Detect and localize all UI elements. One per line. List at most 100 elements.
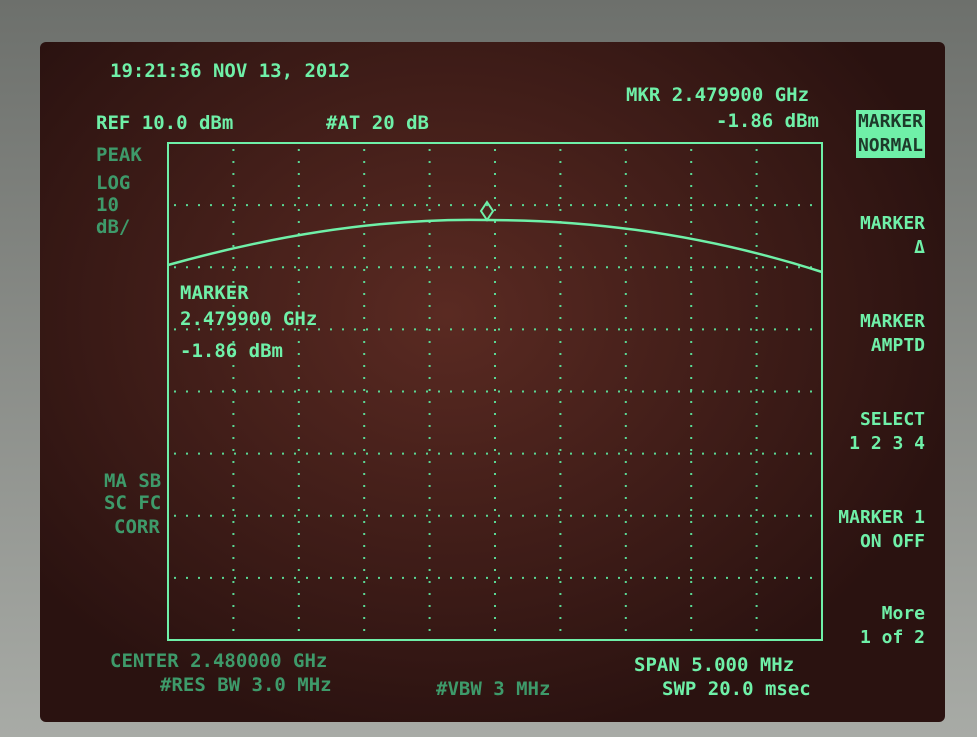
grid-dot [297, 449, 300, 451]
grid-dot [428, 401, 431, 403]
grid-dot [582, 452, 584, 455]
grid-dot [559, 545, 562, 547]
grid-dot [642, 514, 644, 517]
grid-dot [258, 266, 260, 269]
sweep-time: SWP 20.0 msec [662, 678, 811, 700]
softkey[interactable]: MARKER Δ [860, 212, 925, 260]
grid-dot [232, 605, 235, 607]
softkey[interactable]: SELECT 1 2 3 4 [849, 408, 925, 456]
grid-dot [559, 437, 562, 439]
grid-dot [270, 576, 272, 579]
grid-dot [755, 185, 758, 187]
grid-dot [363, 281, 366, 283]
grid-dot [222, 328, 224, 331]
grid-dot [402, 266, 404, 269]
grid-dot [363, 233, 366, 235]
grid-dot [726, 204, 728, 207]
grid-dot [363, 401, 366, 403]
grid-dot [297, 473, 300, 475]
grid-dot [624, 485, 627, 487]
grid-dot [522, 452, 524, 455]
grid-dot [546, 576, 548, 579]
grid-dot [282, 204, 284, 207]
softkey[interactable]: MARKER 1 ON OFF [838, 506, 925, 554]
grid-dot [798, 204, 800, 207]
grid-dot [494, 437, 496, 439]
grid-dot [494, 245, 496, 247]
grid-dot [210, 514, 212, 517]
grid-dot [270, 452, 272, 455]
grid-dot [559, 617, 562, 619]
grid-dot [755, 485, 758, 487]
grid-dot [378, 266, 380, 269]
grid-dot [462, 204, 464, 207]
grid-dot [624, 545, 627, 547]
grid-dot [690, 204, 692, 207]
grid-dot [363, 497, 366, 499]
grid-dot [258, 576, 260, 579]
grid-dot [606, 204, 608, 207]
grid-dot [354, 204, 356, 207]
grid-dot [494, 197, 496, 199]
grid-dot [714, 452, 716, 455]
grid-dot [774, 390, 776, 393]
grid-dot [474, 266, 476, 269]
grid-dot [559, 497, 562, 499]
grid-dot [810, 514, 812, 517]
grid-dot [246, 328, 248, 331]
grid-dot [738, 390, 740, 393]
grid-dot [558, 328, 560, 331]
softkey-label: Δ [914, 237, 925, 258]
grid-dot [363, 173, 366, 175]
grid-dot [690, 185, 693, 187]
grid-dot [198, 328, 200, 331]
softkey[interactable]: More 1 of 2 [860, 602, 925, 650]
grid-dot [624, 281, 627, 283]
scale-type: LOG [96, 172, 131, 194]
grid-dot [624, 197, 627, 199]
grid-dot [755, 377, 758, 379]
grid-dot [762, 266, 764, 269]
grid-dot [428, 245, 431, 247]
grid-dot [222, 514, 224, 517]
grid-dot [755, 521, 758, 523]
grid-dot [494, 209, 496, 211]
grid-dot [522, 514, 524, 517]
softkey[interactable]: MARKER NORMAL [855, 110, 925, 158]
grid-dot [810, 576, 812, 579]
grid-dot [786, 514, 788, 517]
softkey[interactable]: MARKER AMPTD [860, 310, 925, 358]
grid-dot [559, 389, 562, 391]
grid-dot [318, 452, 320, 455]
grid-dot [559, 329, 562, 331]
grid-dot [494, 605, 496, 607]
grid-dot [702, 266, 704, 269]
grid-dot [624, 533, 627, 535]
grid-dot [594, 452, 596, 455]
timestamp: 19:21:36 NOV 13, 2012 [110, 60, 351, 82]
grid-dot [232, 257, 235, 259]
grid-dot [297, 461, 300, 463]
grid-dot [186, 204, 188, 207]
grid-dot [750, 576, 752, 579]
grid-dot [774, 266, 776, 269]
grid-dot [690, 233, 693, 235]
grid-dot [354, 514, 356, 517]
softkey-label: 1 of 2 [859, 627, 925, 648]
grid-dot [774, 204, 776, 207]
grid-dot [559, 257, 562, 259]
grid-dot [755, 245, 758, 247]
grid-dot [258, 204, 260, 207]
grid-dot [534, 576, 536, 579]
grid-dot [363, 341, 366, 343]
grid-dot [494, 293, 496, 295]
grid-dot [582, 204, 584, 207]
grid-dot [363, 353, 366, 355]
grid-dot [738, 452, 740, 455]
grid-dot [366, 576, 368, 579]
grid-dot [702, 452, 704, 455]
grid-dot [428, 377, 431, 379]
grid-dot [354, 390, 356, 393]
grid-dot [462, 390, 464, 393]
